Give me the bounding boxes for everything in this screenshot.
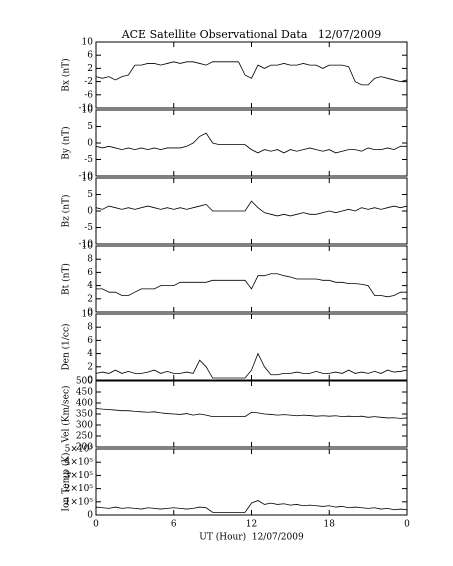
y-tick-label: 5×10⁵	[65, 445, 94, 455]
y-tick-label: 8	[87, 255, 93, 265]
y-tick-label: 6	[87, 268, 93, 278]
y-tick-label: 0	[87, 139, 93, 149]
y-tick-label: 2	[87, 294, 93, 304]
y-axis-label: Bt (nT)	[61, 263, 72, 295]
y-tick-label: 10	[82, 242, 94, 252]
y-tick-label: 500	[76, 377, 93, 387]
data-line	[95, 200, 408, 217]
data-line	[95, 352, 408, 379]
x-axis-label: UT (Hour) 12/07/2009	[199, 532, 304, 543]
data-line	[95, 132, 407, 154]
y-tick-label: 1×10⁵	[65, 497, 94, 507]
y-tick-label: 4	[87, 349, 93, 359]
y-tick-label: 4	[87, 281, 93, 291]
y-tick-label: 10	[82, 174, 94, 184]
y-axis-label: Vel (Km/sec)	[61, 385, 72, 443]
x-tick-label: 0	[404, 520, 410, 530]
y-tick-label: 0	[87, 511, 93, 521]
panel-frame	[95, 245, 408, 313]
y-tick-label: 10	[82, 310, 94, 320]
y-axis-label: Bx (nT)	[61, 58, 72, 91]
y-tick-label: 200	[76, 443, 93, 453]
y-axis-label: By (nT)	[61, 126, 72, 159]
y-tick-label: 5	[87, 190, 93, 200]
y-tick-label: 6	[87, 51, 93, 61]
y-tick-label: 250	[76, 432, 93, 442]
y-tick-label: 10	[82, 106, 94, 116]
y-axis-label: Den (1/cc)	[61, 323, 72, 370]
y-tick-label: -2	[84, 77, 93, 87]
panel-frame	[95, 109, 408, 177]
x-tick-label: 6	[171, 520, 177, 530]
y-tick-label: 0	[87, 207, 93, 217]
data-line	[95, 500, 408, 513]
data-line	[95, 408, 408, 419]
data-line	[95, 61, 408, 86]
panel-frame	[95, 380, 408, 448]
y-axis-label: Bz (nT)	[61, 194, 72, 227]
y-tick-label: 2×10⁵	[65, 484, 94, 494]
y-tick-label: -10	[79, 104, 94, 114]
panel-frame	[95, 41, 408, 109]
data-line	[96, 273, 407, 298]
y-tick-label: 2	[87, 64, 93, 74]
y-tick-label: 0	[87, 376, 93, 386]
y-tick-label: 2	[87, 362, 93, 372]
y-tick-label: 0	[87, 308, 93, 318]
y-tick-label: -5	[84, 155, 93, 165]
y-axis-label: Ion Temp (K)	[61, 452, 72, 511]
y-tick-label: 6	[87, 336, 93, 346]
x-tick-label: 12	[246, 520, 257, 530]
x-tick-label: 18	[324, 520, 336, 530]
panel-frame	[95, 448, 408, 516]
y-tick-label: 3×10⁵	[65, 471, 94, 481]
chart-title: ACE Satellite Observational Data 12/07/2…	[121, 28, 382, 41]
y-tick-label: 5	[87, 122, 93, 132]
y-tick-label: 450	[76, 388, 93, 398]
panel-frame	[95, 177, 408, 245]
y-tick-label: -5	[84, 223, 93, 233]
y-tick-label: 8	[87, 323, 93, 333]
y-tick-label: 300	[76, 421, 93, 431]
y-tick-label: -10	[79, 240, 94, 250]
y-tick-label: 400	[76, 399, 93, 409]
x-tick-label: 0	[93, 520, 99, 530]
y-tick-label: -6	[84, 90, 93, 100]
y-tick-label: -10	[79, 172, 94, 182]
y-tick-label: 4×10⁵	[65, 458, 94, 468]
y-tick-label: 10	[82, 38, 94, 48]
y-tick-label: 350	[76, 410, 93, 420]
